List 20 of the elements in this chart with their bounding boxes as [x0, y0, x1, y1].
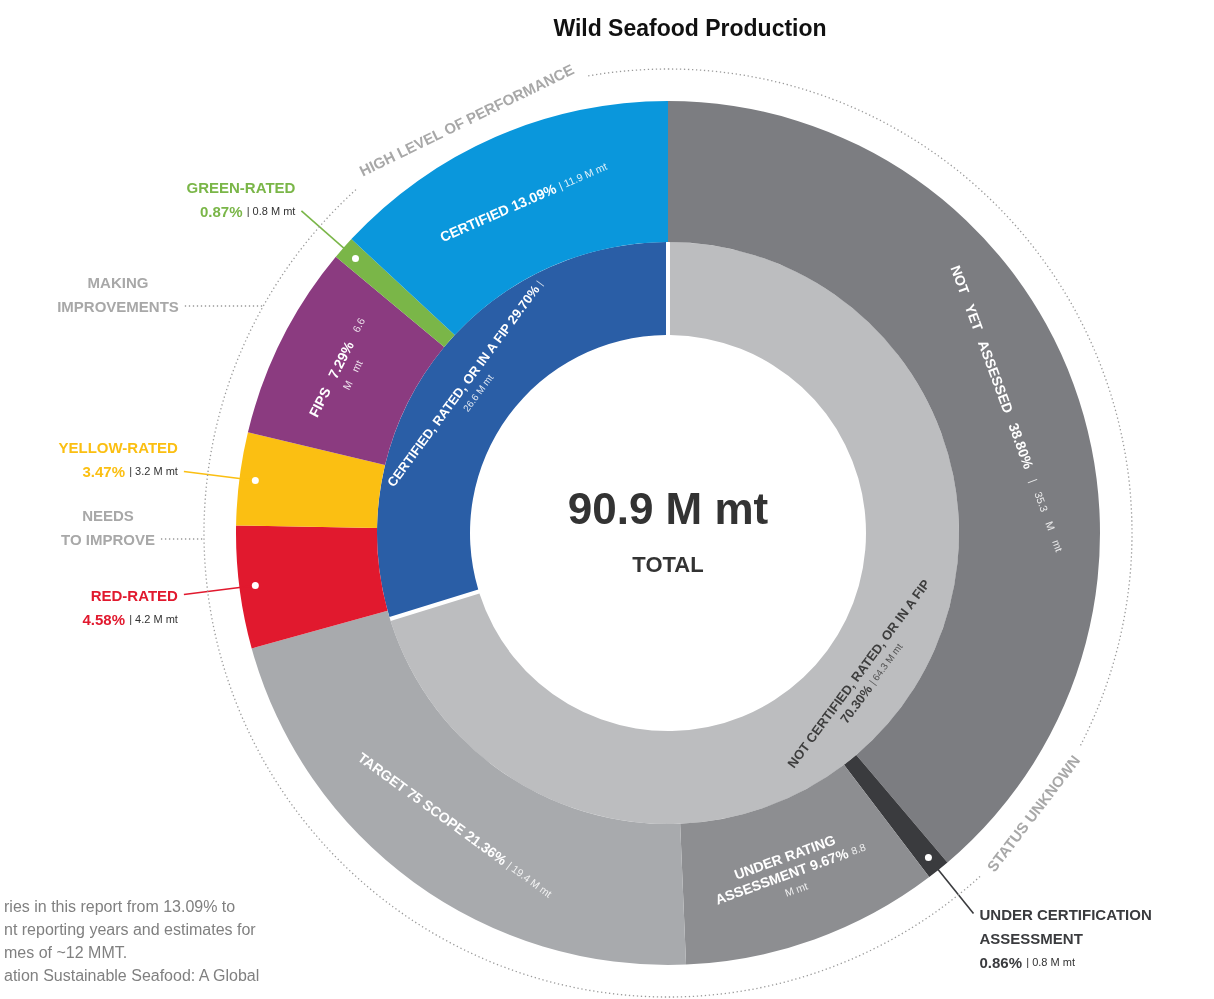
text: nt reporting years and estimates for — [4, 920, 257, 938]
data-label: 3.47% | 3.2 M mt — [82, 462, 178, 480]
chart-title: Wild Seafood Production — [553, 15, 827, 41]
text: mes of ~12 MMT. — [4, 943, 128, 961]
donut-slice — [236, 525, 388, 649]
slice-label: RED-RATED — [90, 586, 179, 604]
slice-label: YELLOW-RATED — [58, 438, 179, 456]
text: ries in this report from 13.09% to — [4, 897, 236, 915]
text: TOTAL — [632, 551, 704, 577]
slice-label: FIPS — [305, 381, 336, 420]
slice-label: GREEN-RATED — [186, 178, 296, 196]
data-label: 0.86% | 0.8 M mt — [979, 953, 1075, 971]
text: 90.9 M mt — [567, 483, 769, 533]
donut-slice — [236, 432, 386, 528]
text: MAKING IMPROVEMENTS — [57, 273, 179, 315]
text: ation Sustainable Seafood: A Global — [4, 966, 260, 984]
data-label: 4.58% | 4.2 M mt — [82, 610, 178, 628]
data-label: 0.87% | 0.8 M mt — [199, 202, 296, 220]
text: NEEDS TO IMPROVE — [61, 506, 155, 548]
slice-label: UNDER CERTIFICATION ASSESSMENT — [979, 905, 1152, 947]
